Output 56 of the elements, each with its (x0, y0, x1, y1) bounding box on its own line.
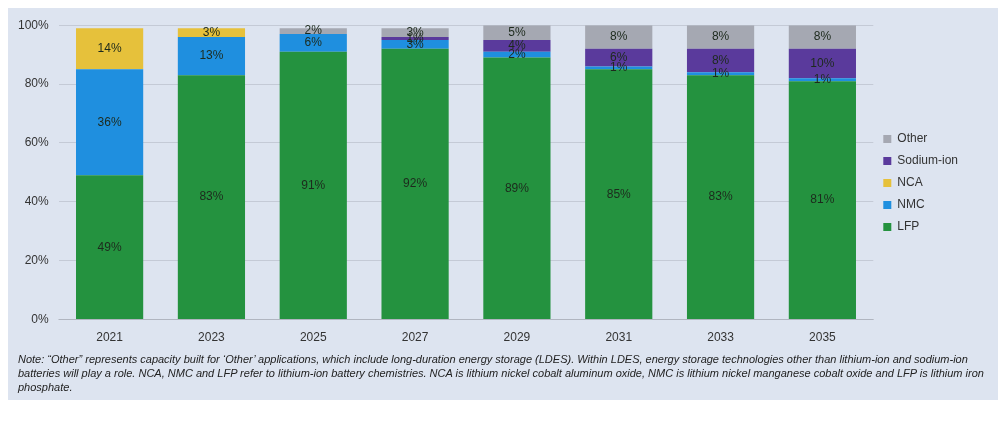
data-label: 89% (504, 180, 530, 195)
bar (788, 81, 856, 320)
bar (76, 175, 144, 320)
legend-label: Sodium-ion (897, 153, 959, 168)
text: Note: “Other” represents capacity built for ‘Other’ applications, which include long-duration energy storage (LDES). Within LDES, energy storage technologies other than lithium-ion and sodium-ion batteries will play a role. NCA, NMC and LFP refer to lithium-ion battery chemistries. NCA is lithium nickel cobalt aluminum oxide, NMC is lithium nickel manganese cobalt oxide and LFP is lithium iron phosphate. (16, 352, 985, 395)
legend-label: LFP (897, 219, 920, 234)
data-label: 13% (199, 48, 224, 63)
data-label: 85% (606, 186, 632, 201)
data-label: 8% (711, 52, 730, 67)
data-label: 8% (610, 29, 628, 44)
data-label: 6% (610, 49, 628, 64)
data-label: 36% (97, 114, 122, 129)
data-label: 14% (97, 41, 122, 56)
x-tick-label: 2025 (299, 330, 327, 345)
x-tick-label: 2035 (809, 330, 837, 345)
data-label: 10% (810, 55, 835, 70)
bar (788, 25, 856, 49)
y-tick-label: 0% (31, 311, 50, 326)
x-tick-label: 2031 (605, 330, 633, 345)
bar (279, 34, 347, 52)
bar (76, 69, 144, 176)
bar (177, 75, 246, 320)
bar (686, 25, 755, 49)
data-label: 6% (304, 35, 323, 50)
data-label: 8% (813, 29, 832, 44)
bar (585, 69, 653, 320)
data-label: 2% (304, 23, 323, 38)
bar (177, 36, 246, 76)
data-label: 83% (199, 189, 224, 204)
bar (585, 25, 653, 49)
x-tick-label: 2023 (198, 330, 226, 345)
data-label: 83% (708, 189, 733, 204)
y-tick-label: 60% (24, 135, 50, 150)
y-tick-label: 20% (24, 253, 50, 268)
data-label: 92% (403, 176, 428, 191)
legend-label: NMC (897, 197, 925, 212)
legend-label: Other (897, 131, 928, 146)
legend-label: NCA (897, 175, 923, 190)
bar (279, 51, 347, 320)
x-tick-label: 2033 (707, 330, 735, 345)
bar (686, 75, 755, 320)
x-tick-label: 2027 (401, 330, 429, 345)
bar (381, 48, 449, 320)
bar (483, 57, 551, 320)
data-label: 91% (301, 177, 326, 192)
x-tick-label: 2029 (503, 330, 531, 345)
y-tick-label: 100% (17, 17, 50, 32)
x-tick-label: 2021 (96, 330, 124, 345)
bar (76, 28, 144, 70)
data-label: 3% (202, 24, 221, 39)
data-label: 8% (711, 29, 730, 44)
data-label: 81% (810, 192, 835, 207)
y-tick-label: 40% (24, 194, 50, 209)
y-tick-label: 80% (24, 76, 50, 91)
data-label: 5% (508, 24, 526, 39)
data-label: 49% (97, 239, 122, 254)
